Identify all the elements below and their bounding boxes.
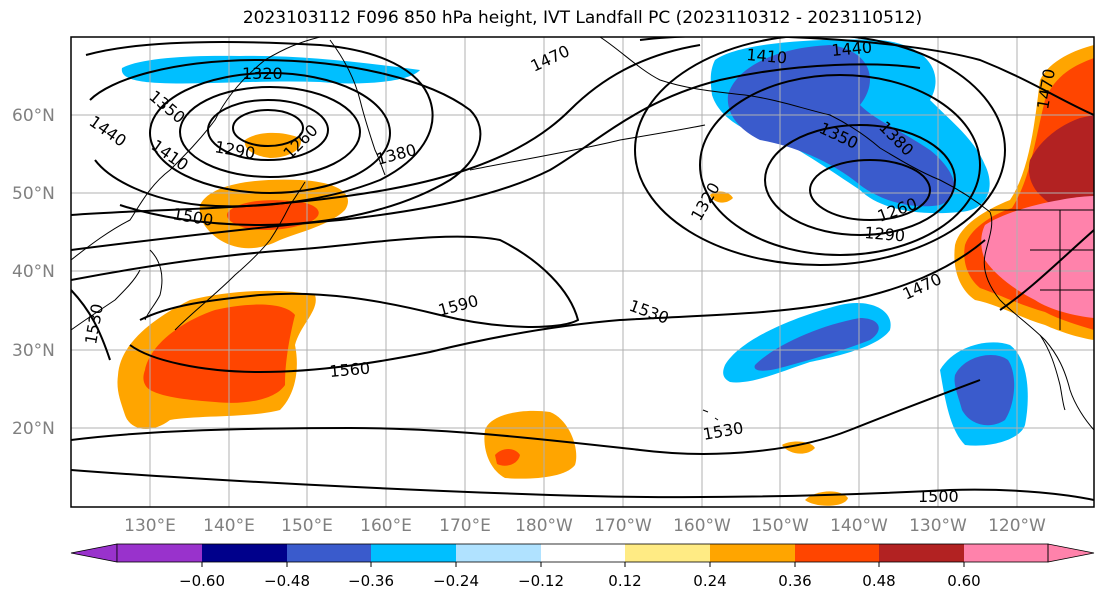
lon-label: 150°E (281, 516, 333, 536)
contour-label: 1320 (242, 64, 283, 83)
longitude-labels: 130°E 140°E 150°E 160°E 170°E 180°W 170°… (124, 516, 1046, 536)
border-states (1030, 210, 1094, 330)
ivt-pos-region-us-west-dark (1028, 115, 1094, 217)
colorbar-tick-marks (201, 562, 965, 567)
coast-japan (174, 181, 306, 331)
colorbar-segment (541, 544, 625, 562)
ivt-pos-region-subtrop-west-red (143, 304, 295, 403)
ivt-pos-region-us-west-pink (981, 196, 1094, 318)
lon-label: 180°W (515, 516, 573, 536)
colorbar-extend-left (70, 543, 118, 563)
ivt-pos-region-central-pac-red (495, 449, 520, 466)
coast-korea (144, 249, 163, 321)
ivt-neg-region-subtrop-east-mid (754, 318, 879, 371)
ivt-shading (117, 39, 1094, 506)
colorbar-tick-label: −0.12 (518, 572, 564, 590)
lon-label: 120°W (988, 516, 1046, 536)
contour-label: 1290 (864, 223, 906, 245)
contour-label: 1410 (746, 45, 788, 67)
colorbar-tick-label: 0.60 (947, 572, 980, 590)
map-background (71, 37, 1094, 507)
ivt-pos-region-small-1 (782, 441, 815, 454)
lon-label: 140°W (830, 516, 888, 536)
lon-label: 170°W (594, 516, 652, 536)
lon-label: 150°W (751, 516, 809, 536)
lat-label-60: 60°N (12, 106, 55, 126)
colorbar-segment (795, 544, 879, 562)
map-title: 2023103112 F096 850 hPa height, IVT Land… (242, 8, 923, 28)
lat-label-50: 50°N (12, 184, 55, 204)
coast-alaska (599, 37, 991, 213)
lat-label-40: 40°N (12, 262, 55, 282)
colorbar-segment (117, 544, 202, 562)
colorbar-tick-label: −0.24 (433, 572, 479, 590)
colorbar-tick-label: 0.48 (862, 572, 895, 590)
colorbar-segment (710, 544, 795, 562)
coast-kamchatka (329, 39, 386, 176)
colorbar-tick-label: 0.24 (693, 572, 726, 590)
colorbar: −0.60 −0.48 −0.36 −0.24 −0.12 0.12 0.24 … (70, 543, 1095, 590)
latitude-labels: 60°N 50°N 40°N 30°N 20°N (12, 106, 55, 439)
ivt-neg-region-sub-far-east-mid (954, 355, 1015, 426)
colorbar-segment (202, 544, 287, 562)
colorbar-tick-label: 0.36 (778, 572, 811, 590)
ivt-pos-region-small-3 (710, 191, 733, 203)
coast-asia-south (71, 269, 141, 331)
colorbar-segment (456, 544, 541, 562)
lat-label-30: 30°N (12, 341, 55, 361)
ivt-pos-region-japan-north-red (226, 200, 319, 230)
colorbar-segment (879, 544, 964, 562)
coast-hawaii (702, 409, 719, 421)
lon-label: 160°W (673, 516, 731, 536)
ivt-pos-region-central-pac (484, 410, 577, 479)
contour-label: 1560 (329, 359, 371, 381)
contour-label: 1440 (831, 38, 873, 60)
coast-na-west (983, 211, 1094, 431)
colorbar-segment (371, 544, 456, 562)
lon-label: 130°E (124, 516, 176, 536)
coast-aleutians (469, 124, 706, 171)
lon-label: 170°E (439, 516, 491, 536)
contour-label: 1500 (918, 487, 959, 506)
colorbar-segment (625, 544, 710, 562)
map-frame (70, 36, 1095, 508)
lon-label: 140°E (203, 516, 255, 536)
colorbar-segment (964, 544, 1048, 562)
lon-label: 160°E (360, 516, 412, 536)
height-contours (71, 37, 1094, 501)
colorbar-segment (287, 544, 371, 562)
coast-baja (1039, 334, 1066, 411)
lat-label-20: 20°N (12, 419, 55, 439)
colorbar-tick-label: −0.36 (348, 572, 394, 590)
lon-label: 130°W (909, 516, 967, 536)
colorbar-tick-label: 0.12 (608, 572, 641, 590)
colorbar-tick-label: −0.60 (179, 572, 225, 590)
coastlines (71, 37, 1094, 431)
colorbar-extend-right (1047, 543, 1095, 563)
colorbar-tick-label: −0.48 (264, 572, 310, 590)
